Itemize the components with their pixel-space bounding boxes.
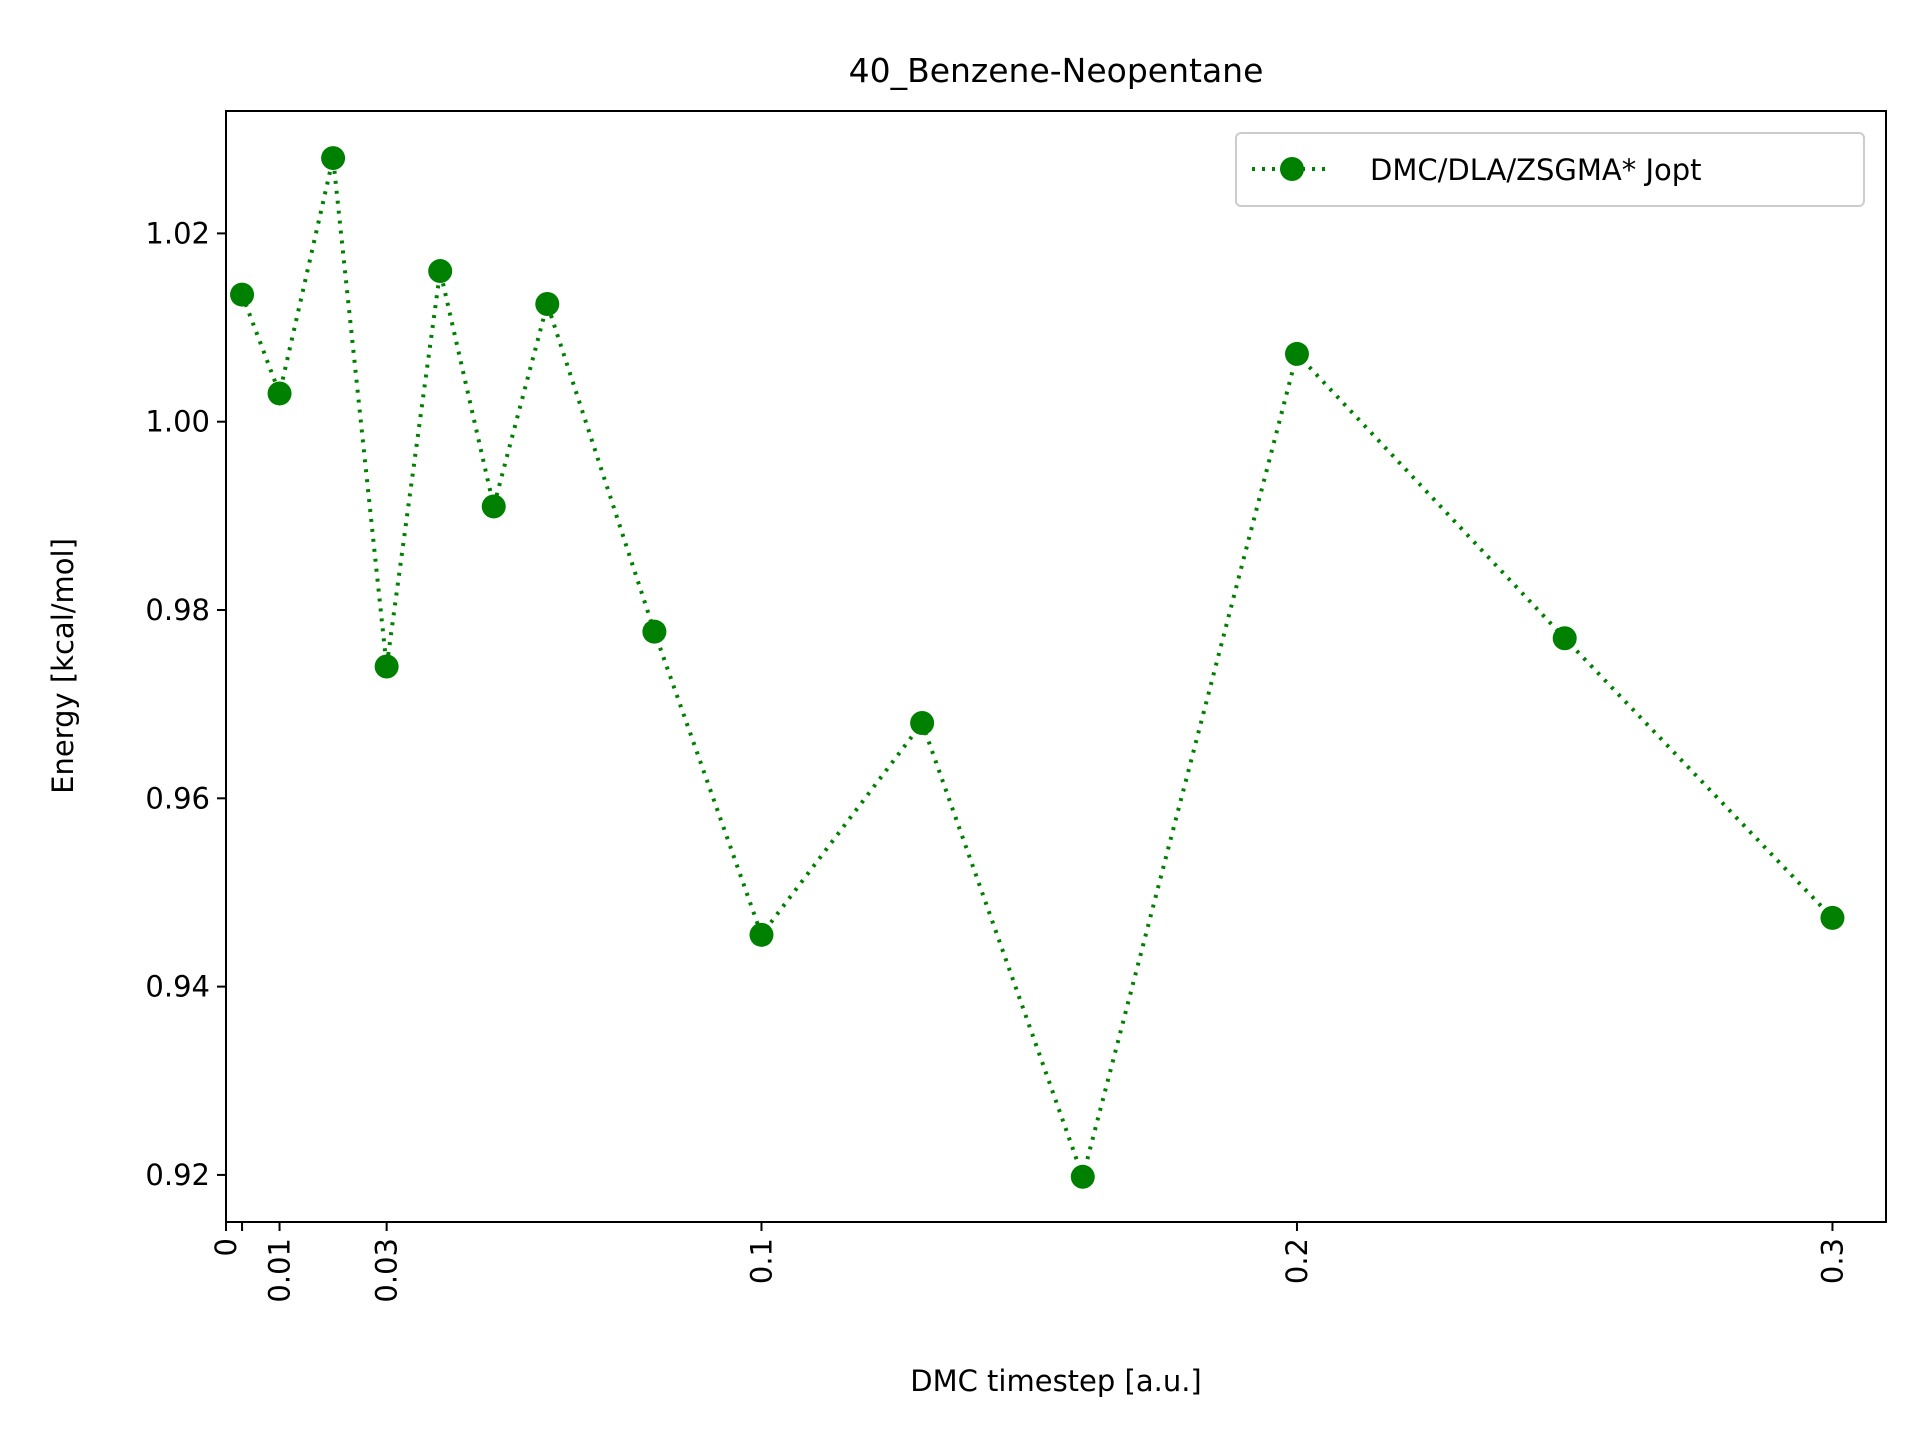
legend-entry-label: DMC/DLA/ZSGMA* Jopt [1370, 153, 1702, 187]
data-point [1552, 626, 1577, 651]
data-point [642, 619, 667, 644]
series-line [240, 157, 1834, 1184]
y-tick-label: 1.02 [145, 216, 210, 250]
y-tick-label: 1.00 [145, 405, 210, 439]
y-tick-label: 0.98 [145, 593, 210, 627]
x-tick-label: 0 [209, 1238, 243, 1256]
x-tick-label: 0.2 [1280, 1238, 1314, 1284]
x-tick-label: 0.1 [744, 1238, 778, 1284]
data-point [374, 654, 399, 679]
chart-title: 40_Benzene-Neopentane [849, 51, 1264, 90]
y-tick-label: 0.96 [145, 781, 210, 815]
legend-box [1235, 132, 1865, 207]
plot-area [226, 111, 1886, 1222]
data-point [749, 922, 774, 947]
x-axis-ticks: 0 0.01 0.03 0.1 0.2 0.3 [209, 1222, 1849, 1303]
data-point [535, 292, 560, 317]
legend: DMC/DLA/ZSGMA* Jopt [1235, 132, 1865, 207]
y-axis-ticks: 0.92 0.94 0.96 0.98 1.00 1.02 [145, 216, 226, 1192]
series-layer [230, 146, 1845, 1189]
data-point [481, 494, 506, 519]
y-tick-label: 0.94 [145, 970, 210, 1004]
x-tick-label: 0.3 [1815, 1238, 1849, 1284]
data-point [321, 146, 346, 171]
x-axis-label: DMC timestep [a.u.] [910, 1364, 1202, 1398]
legend-marker [1280, 157, 1304, 181]
x-tick-label: 0.01 [263, 1238, 297, 1303]
y-tick-label: 0.92 [145, 1158, 210, 1192]
data-point [910, 710, 935, 735]
data-point [267, 381, 292, 406]
x-tick-label: 0.03 [370, 1238, 404, 1303]
data-point [1284, 341, 1309, 366]
data-point [230, 282, 255, 307]
y-axis-label: Energy [kcal/mol] [46, 538, 80, 794]
plot-frame [225, 110, 1887, 1223]
data-point [1820, 905, 1845, 930]
data-point [1070, 1164, 1095, 1189]
data-point [428, 259, 453, 284]
